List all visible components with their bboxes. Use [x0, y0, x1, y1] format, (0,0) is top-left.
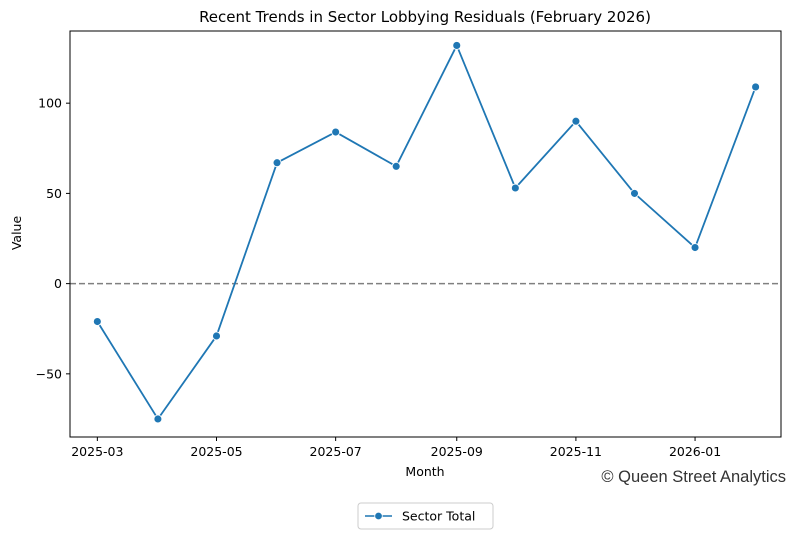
- x-tick-label: 2025-11: [550, 444, 602, 459]
- data-point: [212, 331, 221, 341]
- legend: Sector Total: [357, 502, 494, 530]
- series-line: [96, 44, 757, 420]
- y-tick-label: 0: [54, 276, 62, 291]
- y-tick-label: 100: [38, 96, 62, 111]
- x-tick-label: 2025-09: [431, 444, 483, 459]
- y-tick-label: −50: [36, 366, 62, 381]
- plot-area: [70, 40, 781, 424]
- data-point: [510, 183, 520, 193]
- data-point: [153, 414, 163, 424]
- x-tick-label: 2025-03: [71, 444, 123, 459]
- y-axis-label: Value: [9, 216, 24, 251]
- watermark: © Queen Street Analytics: [601, 468, 786, 486]
- data-point: [690, 243, 700, 252]
- axes: 2025-03 2025-05 2025-07 2025-09 2025-11 2026-…: [36, 30, 782, 459]
- y-tick-label: 50: [46, 186, 62, 201]
- data-point: [272, 158, 282, 168]
- x-tick-label: 2026-01: [669, 444, 721, 459]
- legend-label: Sector Total: [402, 509, 475, 524]
- plot-frame: [69, 30, 782, 438]
- x-tick-label: 2025-05: [190, 444, 242, 459]
- legend-marker-swatch: [374, 511, 383, 521]
- data-point: [630, 188, 639, 198]
- data-point: [92, 317, 102, 326]
- data-point: [331, 127, 341, 137]
- legend-box: [357, 502, 494, 530]
- data-point: [571, 116, 581, 126]
- data-point: [452, 40, 462, 50]
- data-point: [751, 82, 761, 92]
- x-axis-label: Month: [405, 464, 444, 479]
- data-point: [391, 161, 401, 171]
- x-tick-label: 2025-07: [310, 444, 362, 459]
- chart-title: Recent Trends in Sector Lobbying Residua…: [199, 8, 651, 26]
